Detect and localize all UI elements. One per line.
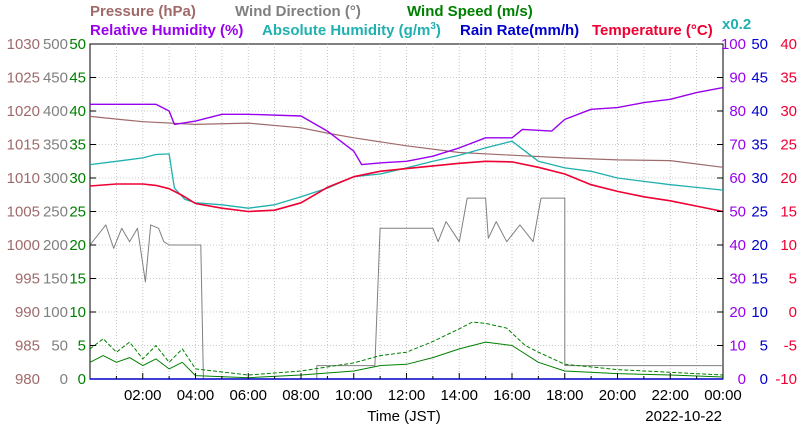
y-tick-label-pressure: 990	[15, 304, 40, 321]
y-tick-label-wind-direction: 500	[43, 36, 68, 53]
x-axis-label: Time (JST)	[367, 408, 441, 425]
y-tick-label-wind-direction: 300	[43, 170, 68, 187]
y-tick-label-pressure: 1000	[7, 237, 40, 254]
y-tick-label-relative-humidity: 100	[721, 36, 746, 53]
legend-wind-direction: Wind Direction (°)	[235, 3, 361, 20]
series-pressure-hpa	[89, 115, 724, 168]
y-tick-label-temperature: 10	[780, 237, 797, 254]
y-tick-label-relative-humidity: 60	[729, 170, 746, 187]
y-tick-label-pressure: 1010	[7, 170, 40, 187]
y-tick-label-relative-humidity: 0	[738, 371, 746, 388]
y-tick-label-rain-rate: 0	[760, 371, 768, 388]
y-tick-label-wind-speed: 25	[69, 204, 86, 221]
y-tick-label-relative-humidity: 20	[729, 304, 746, 321]
legend-temperature: Temperature (°C)	[592, 22, 713, 39]
series-wind-speed-m-s	[89, 341, 724, 379]
y-tick-label-wind-speed: 10	[69, 304, 86, 321]
y-tick-label-wind-direction: 0	[60, 371, 68, 388]
y-tick-label-wind-direction: 450	[43, 70, 68, 87]
axes-layer: 02:00 04:00 06:00 08:00 10:00 12:00 14:00 16:00…	[7, 36, 797, 404]
y-tick-label-temperature: 30	[780, 103, 797, 120]
y-tick-label-temperature: 15	[780, 204, 797, 221]
series-absolute-humidity-g-m3	[89, 140, 724, 209]
y-tick-label-pressure: 980	[15, 371, 40, 388]
chart-date: 2022-10-22	[645, 408, 722, 425]
x-tick-label: 20:00	[599, 387, 637, 404]
x-tick-label: 08:00	[282, 387, 320, 404]
y-tick-label-pressure: 985	[15, 338, 40, 355]
y-tick-label-pressure: 1020	[7, 103, 40, 120]
y-tick-label-wind-direction: 100	[43, 304, 68, 321]
y-tick-label-pressure: 1025	[7, 70, 40, 87]
grid	[90, 44, 723, 379]
y-tick-label-temperature: 20	[780, 170, 797, 187]
y-tick-label-temperature: 5	[789, 271, 797, 288]
y-tick-label-rain-rate: 15	[751, 271, 768, 288]
y-tick-label-pressure: 1005	[7, 204, 40, 221]
y-tick-label-rain-rate: 30	[751, 170, 768, 187]
y-tick-label-temperature: 0	[789, 304, 797, 321]
y-tick-label-pressure: 1030	[7, 36, 40, 53]
x-tick-label: 12:00	[388, 387, 426, 404]
x-tick-label: 14:00	[440, 387, 478, 404]
y-tick-label-relative-humidity: 90	[729, 70, 746, 87]
y-tick-label-relative-humidity: 30	[729, 271, 746, 288]
legend-rain-rate: Rain Rate(mm/h)	[460, 22, 579, 39]
y-tick-label-rain-rate: 50	[751, 36, 768, 53]
y-tick-label-rain-rate: 35	[751, 137, 768, 154]
y-tick-label-temperature: 40	[780, 36, 797, 53]
y-tick-label-wind-direction: 250	[43, 204, 68, 221]
legend-relative-humidity: Relative Humidity (%)	[90, 22, 243, 39]
y-tick-label-wind-direction: 50	[51, 338, 68, 355]
y-tick-label-relative-humidity: 50	[729, 204, 746, 221]
series-temperature-c	[89, 160, 724, 213]
y-tick-label-rain-rate: 40	[751, 103, 768, 120]
y-tick-label-wind-direction: 150	[43, 271, 68, 288]
y-tick-label-rain-rate: 45	[751, 70, 768, 87]
legend-absolute-humidity: Absolute Humidity (g/m3)	[262, 21, 441, 39]
plot-area	[89, 43, 724, 380]
y-tick-label-temperature: -5	[784, 338, 797, 355]
series-relative-humidity	[90, 86, 724, 166]
legend-wind-speed: Wind Speed (m/s)	[407, 3, 533, 20]
y-tick-label-rain-rate: 25	[751, 204, 768, 221]
y-tick-label-wind-speed: 5	[78, 338, 86, 355]
y-tick-label-wind-speed: 40	[69, 103, 86, 120]
y-tick-label-rain-rate: 5	[760, 338, 768, 355]
legend-pressure: Pressure (hPa)	[90, 3, 196, 20]
x-tick-label: 04:00	[177, 387, 215, 404]
y-tick-label-temperature: 25	[780, 137, 797, 154]
x-tick-label: 22:00	[651, 387, 689, 404]
y-tick-label-relative-humidity: 40	[729, 237, 746, 254]
y-tick-label-wind-speed: 15	[69, 271, 86, 288]
x-tick-label: 18:00	[546, 387, 584, 404]
y-tick-label-temperature: 35	[780, 70, 797, 87]
series-wind-direction	[89, 197, 723, 380]
y-tick-label-wind-direction: 200	[43, 237, 68, 254]
y-tick-label-wind-speed: 30	[69, 170, 86, 187]
y-tick-label-wind-speed: 45	[69, 70, 86, 87]
y-tick-label-relative-humidity: 10	[729, 338, 746, 355]
x-tick-label: 16:00	[493, 387, 531, 404]
y-tick-label-relative-humidity: 70	[729, 137, 746, 154]
x-tick-label: 10:00	[335, 387, 373, 404]
x-tick-label: 00:00	[704, 387, 742, 404]
x-tick-label: 06:00	[229, 387, 267, 404]
y-tick-label-pressure: 1015	[7, 137, 40, 154]
y-tick-label-relative-humidity: 80	[729, 103, 746, 120]
y-tick-label-wind-speed: 20	[69, 237, 86, 254]
y-tick-label-temperature: -10	[775, 371, 797, 388]
y-tick-label-wind-speed: 50	[69, 36, 86, 53]
y-tick-label-wind-direction: 400	[43, 103, 68, 120]
x-tick-label: 02:00	[124, 387, 162, 404]
y-tick-label-wind-direction: 350	[43, 137, 68, 154]
y-tick-label-pressure: 995	[15, 271, 40, 288]
legend-rain-scale: x0.2	[722, 16, 751, 33]
y-tick-label-rain-rate: 10	[751, 304, 768, 321]
y-tick-label-wind-speed: 35	[69, 137, 86, 154]
y-tick-label-wind-speed: 0	[78, 371, 86, 388]
series-wind-speed-gust	[89, 321, 724, 376]
y-tick-label-rain-rate: 20	[751, 237, 768, 254]
